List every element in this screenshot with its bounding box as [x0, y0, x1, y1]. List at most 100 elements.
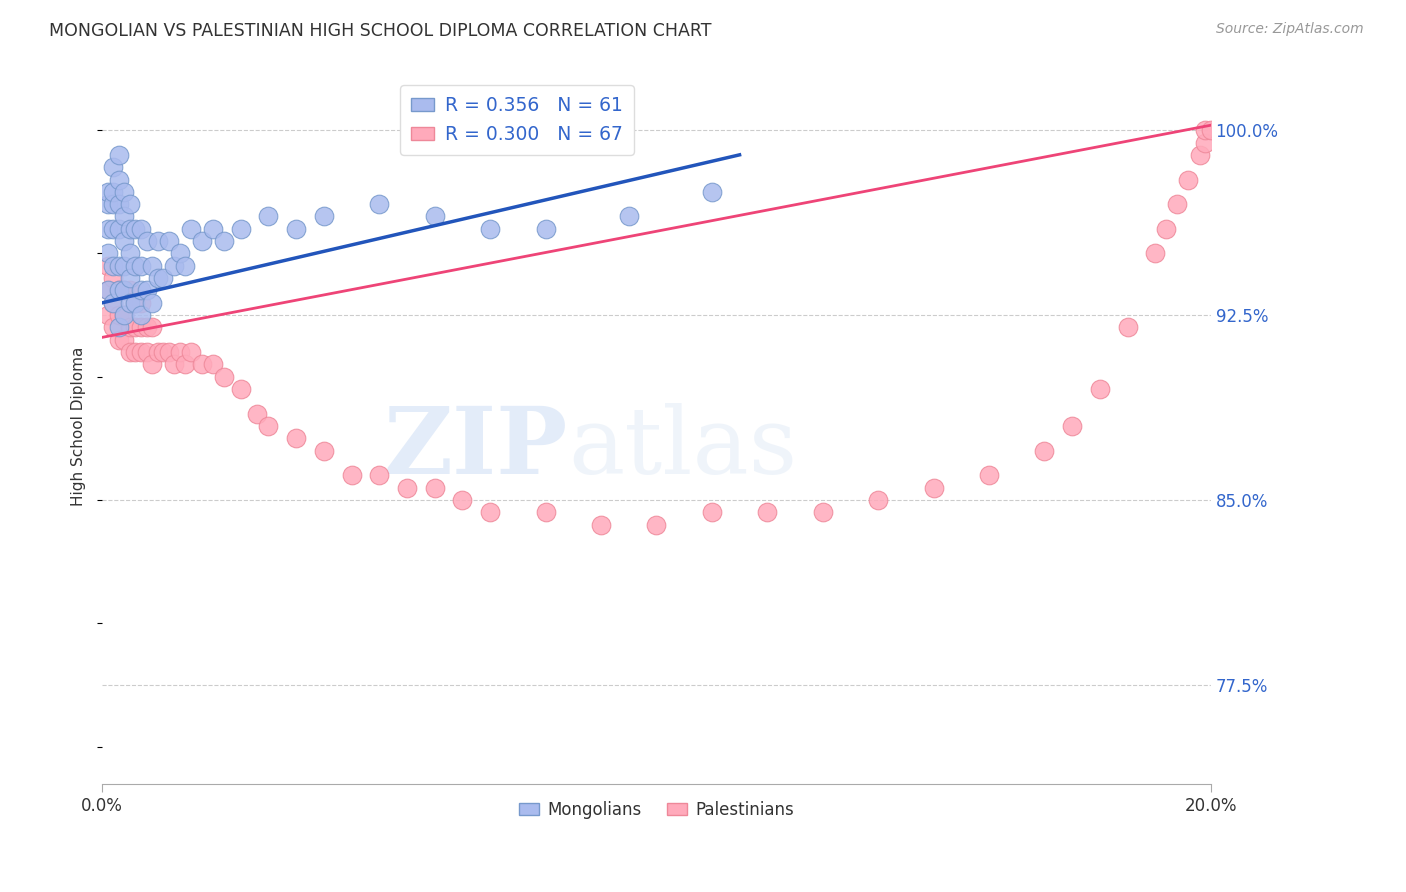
Point: [103, 185, 125, 199]
Point: [112, 308, 135, 322]
Point: [129, 320, 152, 334]
Point: [141, 358, 163, 372]
Point: [118, 320, 141, 334]
Point: [97, 284, 120, 298]
Point: [1194, 123, 1216, 137]
Point: [1033, 443, 1056, 458]
Point: [180, 222, 202, 236]
Point: [152, 271, 174, 285]
Point: [246, 407, 269, 421]
Point: [112, 259, 135, 273]
Point: [212, 234, 235, 248]
Point: [1144, 246, 1167, 260]
Point: [811, 505, 834, 519]
Point: [124, 320, 146, 334]
Point: [97, 308, 120, 322]
Point: [129, 308, 152, 322]
Point: [423, 210, 446, 224]
Point: [97, 284, 120, 298]
Point: [368, 197, 391, 211]
Point: [103, 259, 125, 273]
Point: [135, 234, 157, 248]
Point: [157, 234, 180, 248]
Point: [700, 185, 723, 199]
Text: ZIP: ZIP: [384, 402, 568, 492]
Point: [423, 481, 446, 495]
Point: [868, 493, 890, 508]
Point: [180, 345, 202, 359]
Point: [118, 197, 141, 211]
Point: [124, 295, 146, 310]
Point: [103, 320, 125, 334]
Point: [169, 345, 191, 359]
Point: [118, 284, 141, 298]
Point: [141, 295, 163, 310]
Point: [589, 517, 612, 532]
Point: [174, 358, 197, 372]
Point: [202, 222, 225, 236]
Point: [103, 295, 125, 310]
Point: [169, 246, 191, 260]
Point: [285, 432, 308, 446]
Point: [1199, 123, 1222, 137]
Point: [1188, 148, 1211, 162]
Point: [97, 222, 120, 236]
Point: [312, 210, 335, 224]
Point: [451, 493, 474, 508]
Point: [152, 345, 174, 359]
Point: [922, 481, 945, 495]
Point: [135, 320, 157, 334]
Point: [112, 333, 135, 347]
Point: [285, 222, 308, 236]
Point: [112, 284, 135, 298]
Point: [141, 259, 163, 273]
Point: [135, 284, 157, 298]
Point: [312, 443, 335, 458]
Point: [257, 210, 280, 224]
Point: [212, 369, 235, 384]
Point: [108, 284, 131, 298]
Y-axis label: High School Diploma: High School Diploma: [72, 346, 86, 506]
Point: [146, 271, 169, 285]
Point: [124, 222, 146, 236]
Point: [1088, 382, 1111, 396]
Point: [97, 197, 120, 211]
Point: [645, 517, 668, 532]
Point: [108, 148, 131, 162]
Point: [108, 222, 131, 236]
Point: [103, 222, 125, 236]
Point: [112, 308, 135, 322]
Point: [112, 210, 135, 224]
Point: [700, 505, 723, 519]
Point: [108, 320, 131, 334]
Point: [103, 295, 125, 310]
Point: [97, 259, 120, 273]
Point: [191, 234, 214, 248]
Point: [118, 271, 141, 285]
Point: [157, 345, 180, 359]
Point: [1062, 419, 1084, 434]
Point: [1194, 136, 1216, 150]
Point: [129, 222, 152, 236]
Point: [124, 295, 146, 310]
Point: [395, 481, 418, 495]
Point: [108, 284, 131, 298]
Point: [103, 271, 125, 285]
Point: [112, 234, 135, 248]
Point: [229, 222, 252, 236]
Point: [112, 284, 135, 298]
Text: atlas: atlas: [568, 402, 797, 492]
Point: [1156, 222, 1178, 236]
Point: [977, 468, 1000, 483]
Point: [118, 295, 141, 310]
Point: [97, 185, 120, 199]
Point: [108, 197, 131, 211]
Point: [534, 505, 557, 519]
Point: [118, 246, 141, 260]
Point: [141, 320, 163, 334]
Point: [103, 160, 125, 174]
Point: [97, 246, 120, 260]
Point: [756, 505, 779, 519]
Point: [1116, 320, 1139, 334]
Point: [191, 358, 214, 372]
